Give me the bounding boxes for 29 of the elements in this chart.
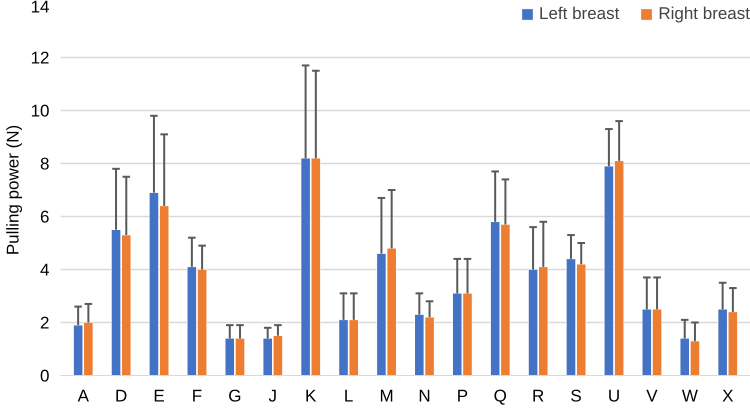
x-tick-label: Q <box>494 386 507 406</box>
y-axis-title: Pulling power (N) <box>4 124 23 256</box>
y-tick-label: 10 <box>30 102 50 120</box>
x-tick-label: N <box>418 386 431 406</box>
x-tick-label: R <box>532 386 544 406</box>
y-tick-label: 12 <box>30 48 50 68</box>
x-tick-label: V <box>646 386 658 406</box>
x-tick-label: U <box>608 386 620 406</box>
y-tick-label: 2 <box>40 314 50 332</box>
y-tick-label: 0 <box>40 366 50 386</box>
x-tick-label: K <box>305 386 318 406</box>
x-tick-label: X <box>722 386 734 406</box>
x-tick-label: S <box>570 386 582 406</box>
x-tick-label: E <box>153 386 165 406</box>
x-tick-label: G <box>228 386 242 406</box>
x-tick-label: P <box>456 386 468 406</box>
x-tick-label: J <box>268 386 278 406</box>
y-tick-label: 8 <box>40 154 50 174</box>
y-tick-label: 6 <box>40 208 50 226</box>
x-tick-label: L <box>344 386 354 406</box>
legend-label: Right breast <box>658 4 750 24</box>
x-tick-label: M <box>379 386 394 406</box>
y-tick-label: 14 <box>30 0 50 16</box>
x-tick-label: A <box>78 386 90 406</box>
x-tick-label: W <box>682 386 698 406</box>
x-tick-label: F <box>192 386 202 406</box>
y-tick-label: 4 <box>40 260 50 280</box>
legend-label: Left breast <box>539 4 620 24</box>
x-tick-label: D <box>115 386 128 406</box>
